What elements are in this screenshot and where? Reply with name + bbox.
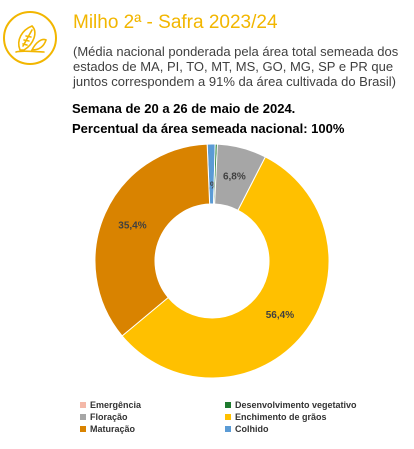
week-label: Semana de 20 a 26 de maio de 2024. [72,101,296,116]
legend-swatch [225,413,231,420]
legend-swatch [225,425,231,432]
legend-swatch [80,425,86,432]
legend-swatch [80,413,86,420]
subtitle: (Média nacional ponderada pela área tota… [73,44,399,89]
legend-label: Desenvolvimento vegetativo [235,399,357,410]
legend-swatch [225,401,231,408]
slice-maturação [94,143,211,337]
percent-sown-label: Percentual da área semeada nacional: 100… [72,121,345,136]
legend-item: Enchimento de grãos [225,411,380,422]
legend-item: Emergência [80,399,225,410]
legend-item: Colhido [225,423,380,434]
chart-legend: Emergência Desenvolvimento vegetativo Flor… [80,399,380,434]
legend-item: Maturação [80,423,225,434]
legend-swatch [80,401,86,408]
corn-icon [2,10,58,66]
legend-label: Colhido [235,423,269,434]
legend-label: Enchimento de grãos [235,411,327,422]
legend-label: Maturação [90,423,136,434]
legend-label: Emergência [90,399,142,410]
legend-item: Floração [80,411,225,422]
slice-enchimento-de-grãos [121,156,330,379]
page-title: Milho 2ª - Safra 2023/24 [73,12,278,33]
legend-label: Floração [90,411,128,422]
legend-item: Desenvolvimento vegetativo [225,399,380,410]
data-label: 35,4% [118,220,146,231]
data-label: 56,4% [266,310,294,321]
data-label: 6,8% [223,172,246,183]
donut-chart: 1,1%6,8%56,4%35,4% [94,143,330,379]
